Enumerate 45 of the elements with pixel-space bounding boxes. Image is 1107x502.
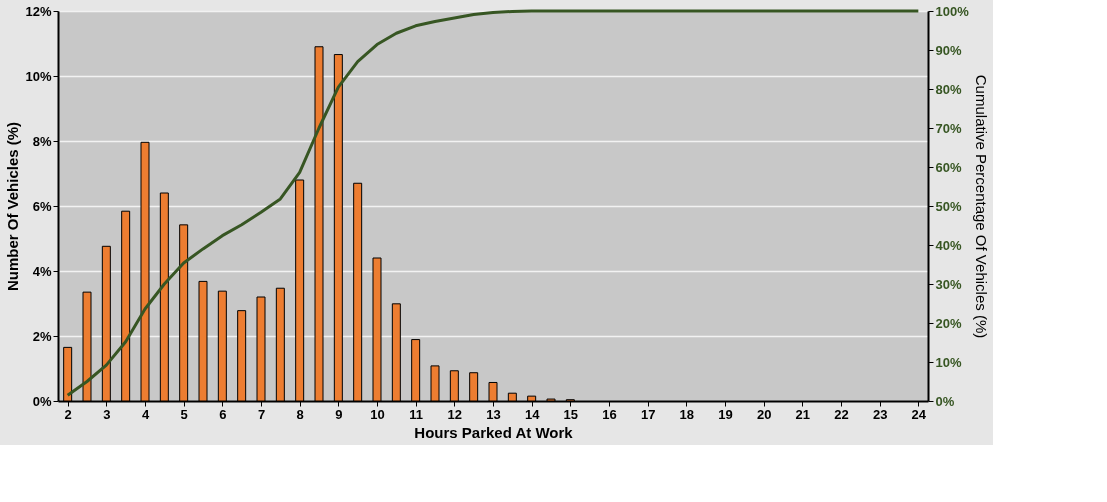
y-axis-title: Number Of Vehicles (%) — [4, 121, 22, 292]
y2-tick-label: 80% — [935, 81, 962, 97]
y2-tick-label: 60% — [935, 159, 962, 175]
x-tick-label: 20 — [756, 406, 772, 422]
x-tick-label: 2 — [64, 406, 72, 422]
x-tick-label: 7 — [257, 406, 266, 422]
x-tick-label: 11 — [409, 406, 424, 422]
y2-tick-label: 40% — [935, 237, 962, 253]
y2-tick-label: 100% — [935, 3, 970, 19]
y-tick-label: 10% — [25, 68, 52, 84]
x-tick-label: 16 — [602, 406, 617, 422]
y-tick-label: 12% — [25, 3, 52, 19]
x-tick-label: 21 — [795, 406, 811, 422]
y2-tick-label: 90% — [935, 42, 962, 58]
x-tick-label: 3 — [103, 406, 111, 422]
x-tick-label: 22 — [834, 406, 849, 422]
y2-tick-label: 10% — [935, 354, 962, 370]
y2-axis-title: Cumulative Percentage Of Vehicles (%) — [972, 74, 990, 339]
x-tick-label: 15 — [563, 406, 579, 422]
y2-tick-label: 0% — [935, 393, 955, 409]
x-tick-label: 9 — [335, 406, 343, 422]
x-tick-label: 10 — [370, 406, 385, 422]
y2-tick-label: 20% — [935, 315, 962, 331]
line-series — [66, 9, 920, 397]
x-tick-label: 4 — [141, 406, 150, 422]
y2-tick-label: 70% — [935, 120, 962, 136]
x-tick-label: 6 — [219, 406, 227, 422]
x-tick-label: 5 — [180, 406, 188, 422]
x-tick-label: 23 — [872, 406, 888, 422]
x-tick-label: 14 — [524, 406, 541, 422]
x-tick-label: 12 — [447, 406, 463, 422]
y-tick-label: 2% — [32, 328, 52, 344]
x-tick-label: 13 — [486, 406, 501, 422]
x-tick-label: 24 — [911, 406, 927, 422]
x-tick-label: 19 — [718, 406, 733, 422]
y2-tick-label: 50% — [935, 198, 962, 214]
y-tick-label: 8% — [32, 133, 52, 149]
x-tick-label: 17 — [640, 406, 656, 422]
y-tick-label: 4% — [32, 263, 52, 279]
y-tick-label: 6% — [32, 198, 52, 214]
y2-tick-label: 30% — [935, 276, 962, 292]
y-tick-label: 0% — [32, 393, 52, 409]
x-tick-label: 18 — [679, 406, 695, 422]
x-axis-title: Hours Parked At Work — [414, 423, 574, 441]
x-tick-label: 8 — [296, 406, 304, 422]
